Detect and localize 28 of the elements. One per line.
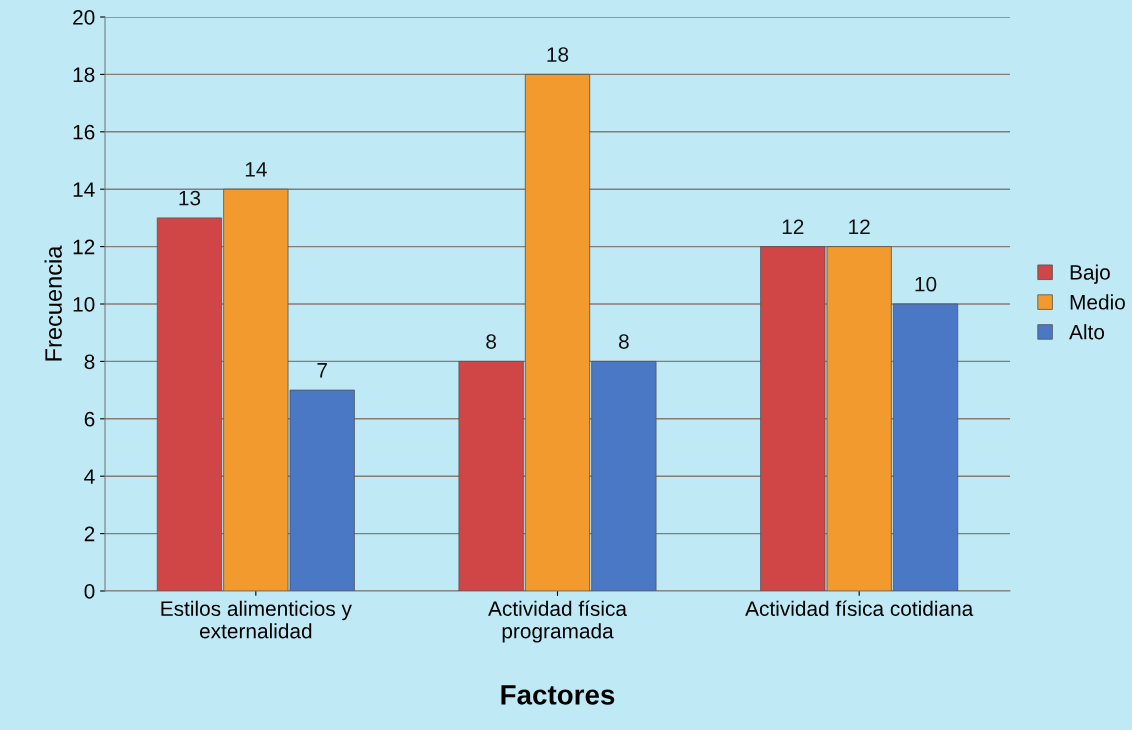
y-tick-label: 6 (84, 411, 95, 427)
x-axis-title: Factores (501, 685, 615, 705)
data-label: 8 (486, 334, 497, 349)
legend-label: Alto (1069, 324, 1105, 340)
data-label: 14 (245, 162, 267, 177)
y-tick-label: 8 (84, 354, 95, 370)
y-tick-label: 10 (73, 297, 95, 312)
y-tick-label: 12 (73, 239, 95, 255)
y-tick-label: 0 (84, 584, 95, 599)
y-tick-label: 16 (73, 124, 95, 140)
data-label: 18 (547, 47, 569, 62)
x-tick-label: Actividad física programada (488, 600, 627, 643)
data-label: 10 (915, 276, 937, 292)
data-label: 13 (179, 190, 201, 206)
data-label: 7 (317, 363, 327, 378)
y-tick-label: 18 (73, 67, 95, 83)
y-tick-label: 2 (84, 526, 95, 542)
legend-label: Medio (1070, 294, 1125, 310)
x-tick-label: Actividad física cotidiana (745, 600, 974, 617)
data-label: 12 (849, 219, 870, 234)
y-tick-label: 20 (73, 10, 95, 25)
data-label: 8 (618, 334, 629, 349)
data-label: 12 (782, 219, 804, 234)
y-axis-title: Frecuencia (44, 245, 62, 361)
y-tick-label: 4 (84, 469, 95, 484)
legend-label: Bajo (1070, 264, 1110, 284)
x-tick-label: Estilos alimenticios y externalidad (161, 600, 352, 639)
y-tick-label: 14 (73, 182, 95, 197)
